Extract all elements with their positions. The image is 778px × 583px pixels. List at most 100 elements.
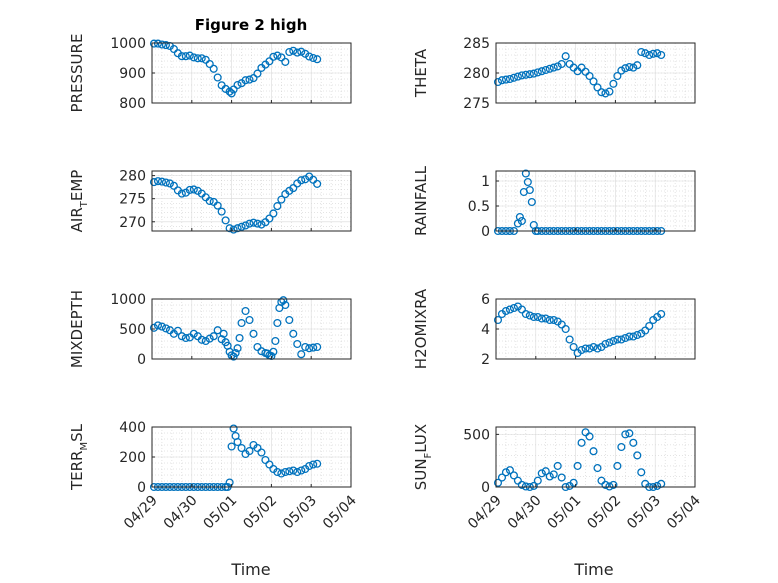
y-axis-label: SUNFLUX bbox=[412, 424, 434, 490]
y-tick-label: 0 bbox=[481, 224, 490, 240]
data-point bbox=[541, 314, 550, 323]
y-tick-label: 1000 bbox=[110, 36, 146, 52]
data-point bbox=[225, 87, 234, 96]
data-point bbox=[233, 344, 242, 353]
data-point bbox=[197, 54, 206, 63]
figure-title: Figure 2 high bbox=[195, 16, 308, 34]
data-point bbox=[557, 59, 566, 69]
data-point bbox=[193, 54, 202, 63]
data-point bbox=[261, 455, 270, 465]
data-point bbox=[273, 202, 282, 211]
x-tick-label: 04/30 bbox=[505, 493, 545, 533]
data-point bbox=[265, 57, 274, 66]
subplot-rainfall: 0 0.5 1 RAINFALL bbox=[412, 165, 696, 240]
data-point bbox=[277, 469, 286, 478]
data-point bbox=[253, 219, 262, 228]
data-point bbox=[613, 335, 622, 344]
data-point bbox=[181, 52, 190, 61]
data-point bbox=[289, 184, 298, 193]
data-point bbox=[305, 344, 314, 353]
data-point bbox=[641, 326, 650, 335]
x-tick-label: 05/03 bbox=[624, 493, 664, 533]
data-point bbox=[601, 480, 610, 489]
data-point bbox=[609, 336, 618, 346]
axis-box bbox=[495, 170, 696, 232]
subplot-mixdepth: 0 500 1000 MIXDEPTH bbox=[68, 290, 352, 368]
y-axis-label: RAINFALL bbox=[412, 165, 430, 236]
y-tick-label: 800 bbox=[119, 96, 146, 112]
data-point bbox=[177, 189, 186, 198]
y-tick-label: 500 bbox=[463, 427, 490, 443]
data-point bbox=[309, 460, 318, 469]
data-point bbox=[269, 209, 278, 218]
data-point bbox=[505, 466, 514, 475]
data-point bbox=[625, 62, 634, 72]
data-point bbox=[629, 332, 638, 341]
data-point bbox=[297, 350, 306, 359]
data-point bbox=[189, 329, 198, 338]
data-point bbox=[205, 59, 214, 69]
axis-box bbox=[151, 170, 352, 232]
x-tick-label: 05/01 bbox=[545, 493, 585, 533]
data-point bbox=[305, 461, 314, 471]
data-point bbox=[557, 473, 566, 482]
data-point bbox=[209, 64, 218, 73]
x-axis-label-left: Time bbox=[230, 560, 270, 579]
data-point bbox=[225, 478, 234, 487]
data-point bbox=[293, 467, 302, 477]
data-point bbox=[625, 332, 634, 341]
data-point bbox=[609, 79, 618, 88]
data-point bbox=[649, 49, 658, 58]
data-point bbox=[517, 305, 526, 314]
data-point bbox=[281, 467, 290, 477]
x-tick-label: 05/02 bbox=[240, 493, 280, 533]
x-tick-label: 05/01 bbox=[201, 493, 241, 533]
data-point bbox=[521, 309, 530, 319]
data-point bbox=[585, 71, 594, 81]
y-tick-label: 270 bbox=[119, 215, 146, 231]
data-point bbox=[565, 335, 574, 344]
data-point bbox=[231, 348, 240, 358]
data-point bbox=[509, 73, 518, 82]
data-point bbox=[213, 73, 222, 82]
data-point bbox=[301, 342, 310, 352]
data-point bbox=[633, 330, 642, 340]
data-point bbox=[637, 468, 646, 477]
data-point bbox=[205, 196, 214, 206]
data-point bbox=[621, 64, 630, 73]
data-point bbox=[505, 305, 514, 314]
data-point bbox=[517, 480, 526, 489]
data-point bbox=[585, 432, 594, 441]
data-point bbox=[279, 296, 288, 305]
data-point bbox=[229, 225, 238, 234]
data-point bbox=[581, 428, 590, 437]
data-point bbox=[517, 71, 526, 80]
data-point bbox=[541, 65, 550, 75]
data-point bbox=[527, 197, 536, 207]
data-point bbox=[653, 481, 662, 490]
x-tick-label: 05/04 bbox=[320, 492, 360, 532]
data-point bbox=[525, 185, 534, 195]
data-point bbox=[589, 342, 598, 352]
data-point bbox=[277, 53, 286, 62]
data-point bbox=[297, 47, 306, 56]
subplot-sun-flux: 0 500 04/29 04/30 05/01 05/02 05/03 05/04 SUNFLU… bbox=[412, 424, 704, 533]
data-point bbox=[281, 300, 290, 310]
data-point bbox=[497, 76, 507, 85]
x-tick-label: 04/29 bbox=[121, 493, 161, 533]
subplot-terr-msl: 0 200 400 04/29 04/30 05/01 05/02 05/03 05/04 TER… bbox=[68, 420, 360, 532]
data-point bbox=[241, 221, 250, 230]
data-point bbox=[593, 344, 602, 353]
data-point bbox=[515, 212, 524, 222]
data-point bbox=[237, 318, 246, 328]
data-point bbox=[533, 68, 542, 77]
data-point bbox=[257, 220, 266, 229]
data-point bbox=[525, 311, 534, 320]
data-point bbox=[253, 69, 262, 78]
data-point bbox=[249, 329, 258, 338]
data-point bbox=[309, 175, 318, 184]
y-tick-label: 280 bbox=[119, 169, 146, 185]
data-point bbox=[617, 335, 626, 344]
data-point bbox=[177, 332, 186, 341]
data-point bbox=[577, 345, 586, 355]
